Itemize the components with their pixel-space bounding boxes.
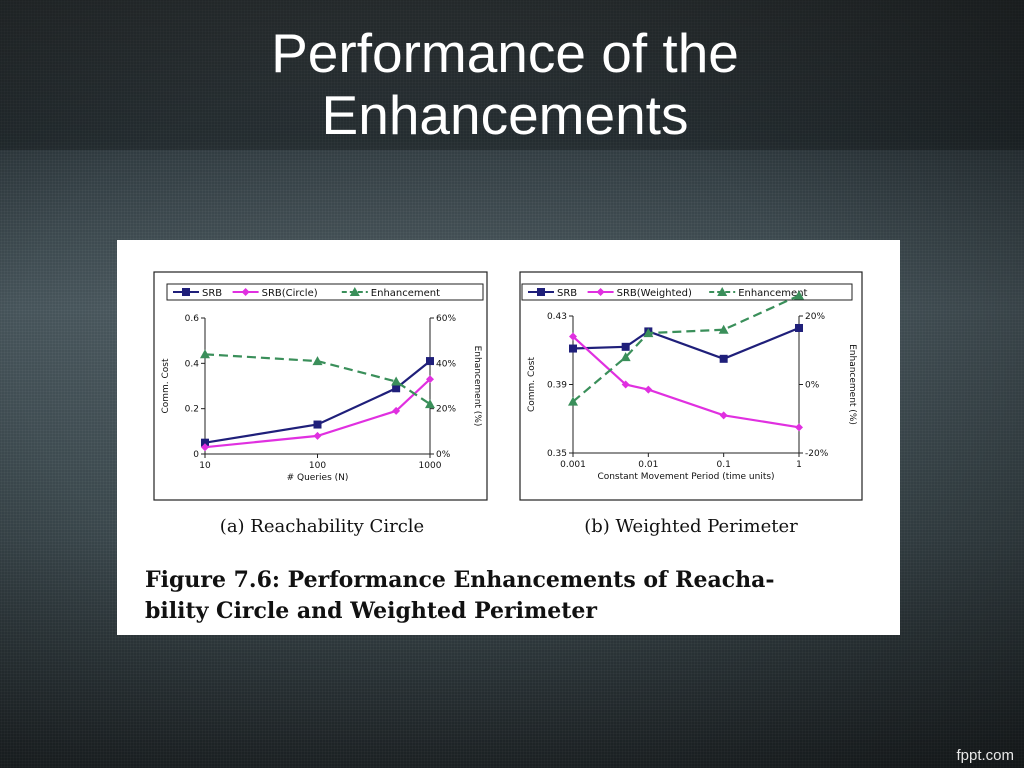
legend-item-label: SRB(Circle) [262,288,318,299]
figure-caption-line-1: Figure 7.6: Performance Enhancements of … [145,567,775,593]
title-band [0,0,1024,150]
x-tick-label: 10 [199,461,211,471]
x-tick-label: 1000 [419,461,442,471]
legend-marker [241,288,250,296]
slide-title: Performance of the Enhancements [0,22,1010,146]
data-point [313,431,322,440]
x-tick-label: 100 [309,461,326,471]
legend-marker [717,287,728,296]
slide-title-line-2: Enhancements [321,84,689,146]
legend-item-label: SRB [557,288,577,299]
data-point [719,354,728,363]
data-point [425,399,435,409]
y-axis-label: Comm. Cost [527,357,537,413]
data-point [392,384,401,393]
data-point [621,342,630,351]
data-point [795,323,803,332]
legend-item-label: SRB [202,288,222,299]
legend-item-label: SRB(Weighted) [617,288,692,299]
y2-axis-label: Enhancement (%) [847,344,857,425]
data-point [718,324,729,334]
legend-item-label: Enhancement [738,288,807,299]
legend-marker [349,287,360,296]
x-tick-label: 0.01 [638,460,658,470]
chart-frame [153,271,488,501]
y2-tick-label: 0% [805,381,820,391]
y2-tick-label: 60% [436,314,456,324]
legend-box [166,283,484,301]
x-axis-label: Constant Movement Period (time units) [597,472,774,482]
y-tick-label: 0.35 [547,449,567,459]
data-point [313,420,322,429]
figure-svg: SRB SRB(Circle) Enhancement 10 100 1000 0 0.2 0.… [145,271,863,624]
y-tick-label: 0.2 [185,405,199,415]
y-tick-label: 0 [193,450,199,460]
legend-item-label: Enhancement [371,288,440,299]
data-point [620,352,631,362]
series-line [204,353,431,406]
y-tick-label: 0.6 [185,314,200,324]
data-point [200,349,210,359]
y2-tick-label: 0% [436,450,451,460]
chart-a-reachability-circle: SRB SRB(Circle) Enhancement 10 100 1000 0 0.2 0.… [153,271,488,537]
data-point [391,376,402,386]
chart-b-weighted-perimeter: SRB SRB(Weighted) Enhancement 0.001 0.01 0.1 1… [519,271,863,537]
y2-tick-label: 20% [436,405,456,415]
series-line [572,326,800,360]
data-point [568,396,578,406]
series-line [204,378,431,449]
y2-axis-label: Enhancement (%) [472,346,482,427]
figure-image: SRB SRB(Circle) Enhancement 10 100 1000 0 0.2 0.… [117,240,900,635]
y2-tick-label: -20% [805,449,829,459]
chart-frame [519,271,863,501]
footer-brand: fppt.com [956,747,1014,764]
y-tick-label: 0.43 [547,312,567,322]
series-line [204,360,431,444]
data-point [621,380,630,389]
legend-marker [596,288,605,296]
figure-caption-line-2: bility Circle and Weighted Perimeter [145,598,597,624]
data-point [312,356,323,366]
y-tick-label: 0.4 [185,359,200,369]
chart-subtitle: (b) Weighted Perimeter [584,516,798,537]
data-point [719,411,728,420]
series-line [572,294,800,403]
y-axis-label: Comm. Cost [161,358,171,414]
x-tick-label: 0.001 [560,460,586,470]
legend-marker [537,288,545,296]
data-point [426,357,434,366]
data-point [643,328,654,338]
x-tick-label: 1 [796,460,802,470]
x-tick-label: 0.1 [717,460,731,470]
y2-tick-label: 40% [436,359,456,369]
data-point [392,406,401,415]
data-point [644,385,653,394]
data-point [794,290,804,300]
data-point [426,375,434,384]
data-point [201,443,209,452]
data-point [201,438,209,447]
legend-box [521,283,853,301]
data-point [569,344,577,353]
series-line [572,335,800,429]
chart-subtitle: (a) Reachability Circle [220,516,424,537]
legend-marker [182,288,190,296]
y-tick-label: 0.39 [547,381,567,391]
data-point [569,332,577,341]
y2-tick-label: 20% [805,312,825,322]
data-point [795,423,803,432]
x-axis-label: # Queries (N) [287,473,349,483]
slide-title-line-1: Performance of the [271,22,739,84]
